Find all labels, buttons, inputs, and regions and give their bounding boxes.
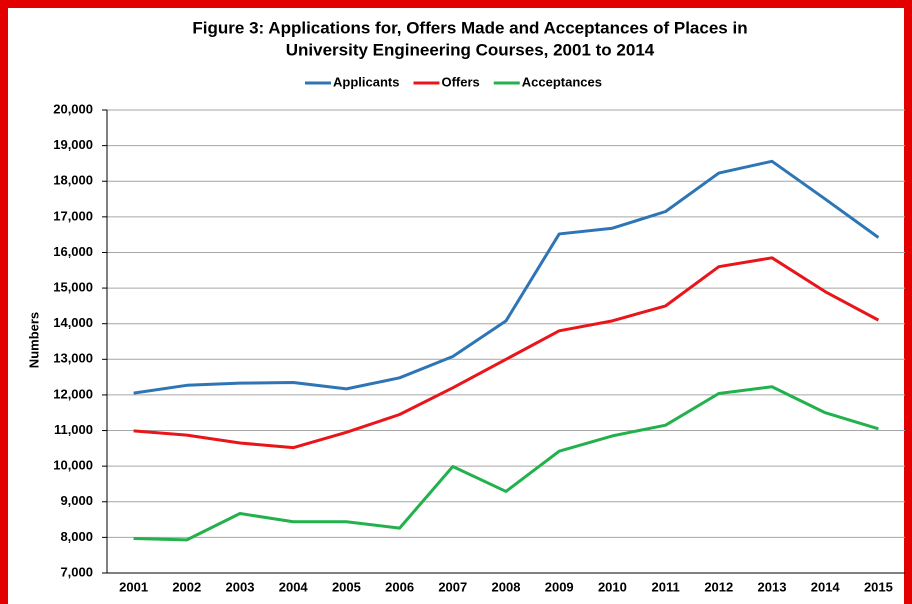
y-tick-label: 9,000 xyxy=(60,493,93,508)
y-tick-label: 10,000 xyxy=(53,458,93,473)
x-tick-label: 2014 xyxy=(811,579,841,594)
x-tick-label: 2011 xyxy=(651,579,679,594)
y-tick-label: 12,000 xyxy=(53,386,93,401)
y-tick-label: 11,000 xyxy=(54,422,93,437)
legend-label: Offers xyxy=(441,74,479,89)
x-tick-label: 2002 xyxy=(172,579,201,594)
y-tick-label: 18,000 xyxy=(53,173,93,188)
x-tick-label: 2010 xyxy=(598,579,627,594)
y-tick-label: 20,000 xyxy=(53,101,93,116)
legend-label: Acceptances xyxy=(522,74,602,89)
y-tick-label: 7,000 xyxy=(60,564,93,579)
x-tick-label: 2004 xyxy=(279,579,309,594)
y-tick-label: 14,000 xyxy=(53,315,93,330)
y-tick-label: 16,000 xyxy=(53,244,93,259)
legend-label: Applicants xyxy=(333,74,399,89)
x-tick-label: 2006 xyxy=(385,579,414,594)
x-tick-label: 2009 xyxy=(545,579,574,594)
x-tick-label: 2003 xyxy=(226,579,255,594)
chart-title: Figure 3: Applications for, Offers Made … xyxy=(192,18,747,37)
x-tick-label: 2015 xyxy=(864,579,893,594)
x-tick-label: 2005 xyxy=(332,579,361,594)
chart-subtitle: University Engineering Courses, 2001 to … xyxy=(286,40,655,59)
y-tick-label: 17,000 xyxy=(53,208,93,223)
x-tick-label: 2013 xyxy=(758,579,787,594)
series-line xyxy=(133,159,880,395)
y-tick-label: 19,000 xyxy=(53,137,93,152)
y-axis-label: Numbers xyxy=(26,312,41,368)
x-tick-label: 2012 xyxy=(704,579,733,594)
y-tick-label: 13,000 xyxy=(53,351,93,366)
series-line xyxy=(133,256,880,450)
series-line xyxy=(133,385,879,542)
x-tick-label: 2001 xyxy=(119,579,148,594)
x-tick-label: 2007 xyxy=(438,579,467,594)
y-tick-label: 15,000 xyxy=(53,280,93,295)
x-tick-label: 2008 xyxy=(492,579,521,594)
y-tick-label: 8,000 xyxy=(60,529,93,544)
